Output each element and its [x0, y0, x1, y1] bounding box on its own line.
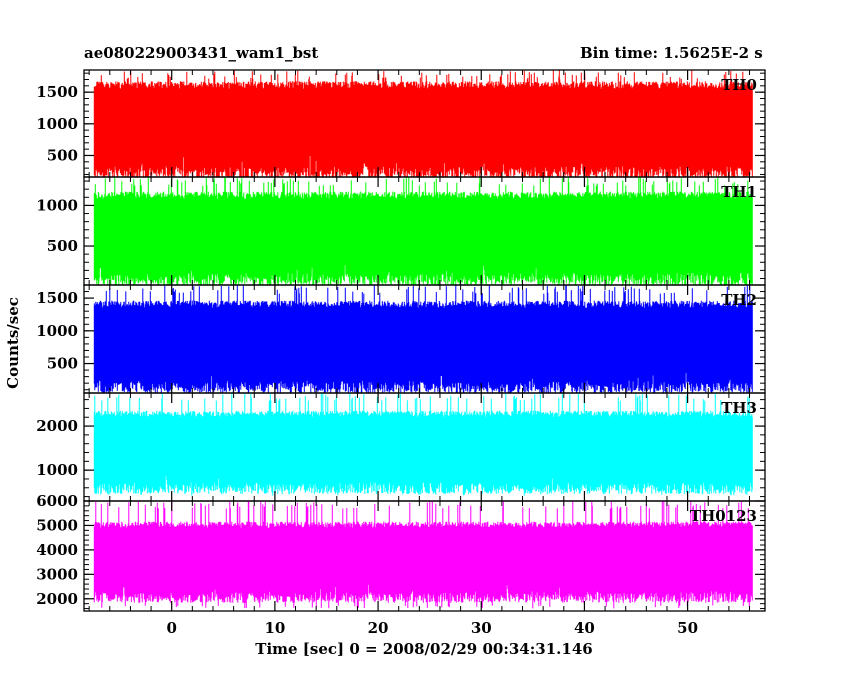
- y-axis-label: Counts/sec: [4, 297, 22, 389]
- y-tick-label: 3000: [36, 565, 78, 583]
- series-line-th0123: [93, 501, 753, 609]
- chart-filename: ae080229003431_wam1_bst: [84, 44, 319, 62]
- y-tick-label: 1000: [36, 196, 78, 214]
- y-tick-label: 2000: [36, 417, 78, 435]
- bin-time-label: Bin time: 1.5625E-2 s: [580, 44, 763, 62]
- x-tick-label: 50: [677, 619, 698, 637]
- panel-label: TH1: [721, 183, 757, 201]
- x-tick-label: 30: [471, 619, 492, 637]
- series-line-th0: [93, 70, 753, 177]
- series-line-th1: [93, 177, 753, 285]
- y-tick-label: 5000: [36, 516, 78, 534]
- panel-th0: 500 1000 1500 TH0: [36, 69, 766, 178]
- y-tick-label: 1000: [36, 322, 78, 340]
- x-tick-label: 10: [264, 619, 285, 637]
- panel-th3: 1000 2000 TH3: [36, 392, 766, 502]
- y-tick-label: 500: [47, 146, 78, 164]
- series-line-th2: [93, 285, 753, 393]
- y-tick-label: 500: [47, 237, 78, 255]
- y-tick-label: 4000: [36, 541, 78, 559]
- x-tick-label: 0: [166, 619, 176, 637]
- y-tick-label: 2000: [36, 590, 78, 608]
- panel-th2: 500 1000 1500 TH2: [36, 284, 766, 394]
- y-tick-label: 1500: [36, 83, 78, 101]
- y-tick-label: 500: [47, 355, 78, 373]
- x-axis-label: Time [sec] 0 = 2008/02/29 00:34:31.146: [255, 640, 592, 658]
- series-line-th3: [93, 393, 753, 496]
- panel-label: TH2: [721, 291, 757, 309]
- panel-frame: [83, 500, 766, 612]
- panel-label: TH0123: [690, 507, 757, 525]
- y-tick-label: 6000: [36, 492, 78, 510]
- x-tick-label: 40: [574, 619, 595, 637]
- x-tick-label: 20: [368, 619, 389, 637]
- panel-label: TH3: [721, 399, 757, 417]
- y-tick-label: 1500: [36, 289, 78, 307]
- y-tick-label: 1000: [36, 115, 78, 133]
- panel-th1: 500 1000 TH1: [36, 176, 766, 286]
- panel-th0123: 2000 3000 4000 5000 6000 TH0123: [36, 492, 766, 612]
- panel-label: TH0: [721, 76, 757, 94]
- y-tick-label: 1000: [36, 461, 78, 479]
